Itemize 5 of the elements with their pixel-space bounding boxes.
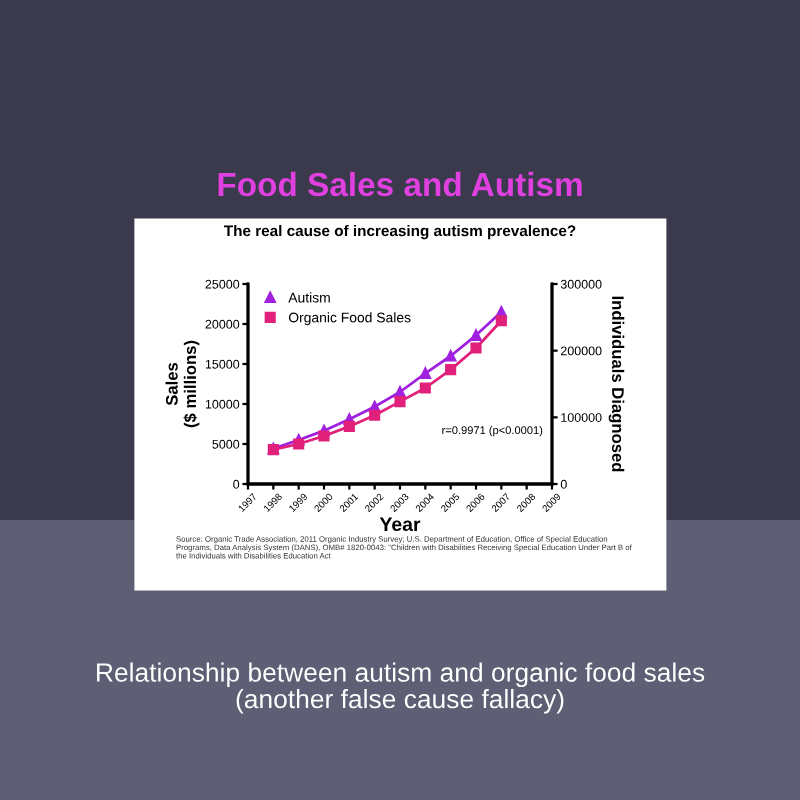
y2-axis-title: Individuals Diagnosed bbox=[608, 296, 625, 472]
x-axis-title: Year bbox=[379, 517, 421, 532]
y-axis-title: Sales ($ millions) bbox=[165, 340, 200, 428]
text: Relationship between autism and organic food sales (another false cause fallacy) bbox=[97, 662, 705, 714]
chart-title: Food Sales and Autism bbox=[218, 171, 582, 197]
